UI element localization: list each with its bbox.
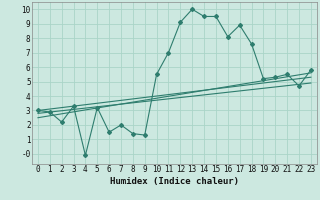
- X-axis label: Humidex (Indice chaleur): Humidex (Indice chaleur): [110, 177, 239, 186]
